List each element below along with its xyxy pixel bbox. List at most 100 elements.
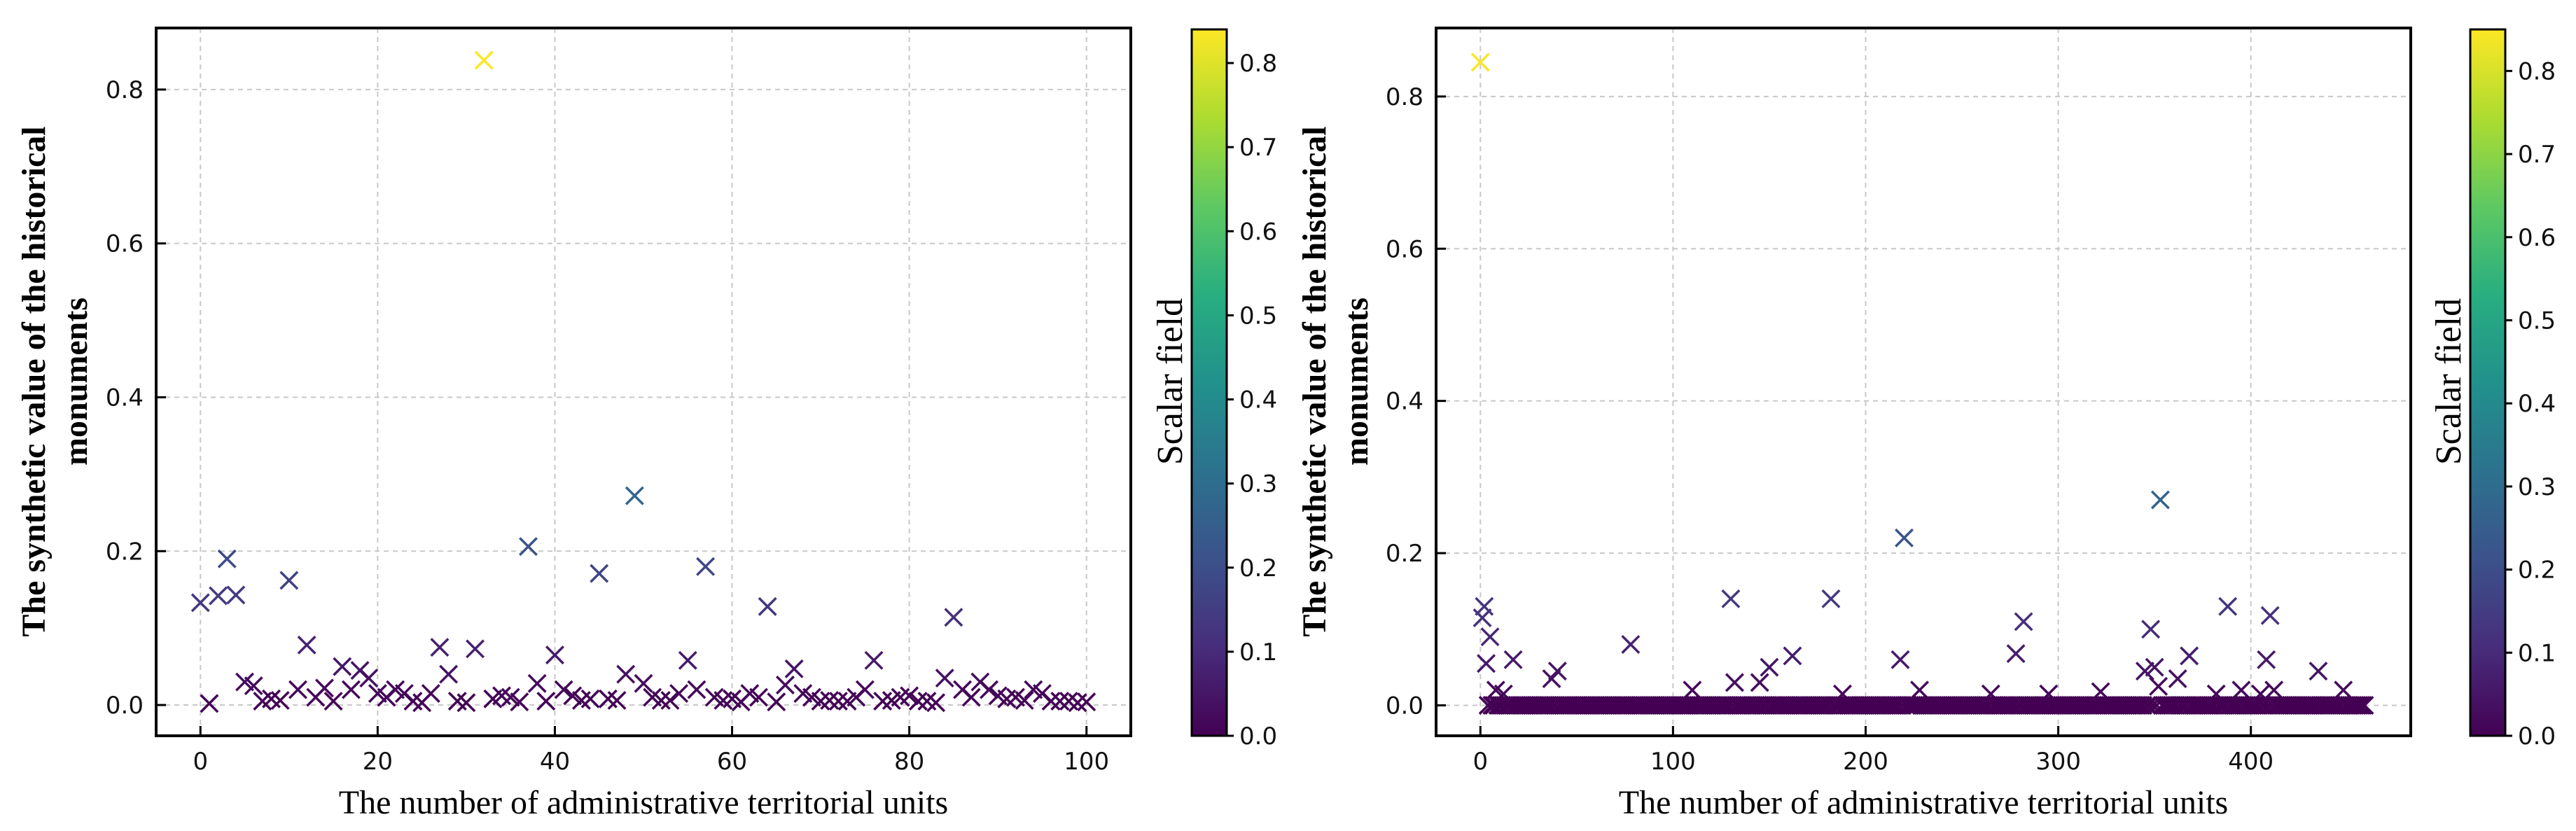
data-point [961, 687, 981, 707]
x-tick-label: 100 [1650, 748, 1696, 776]
data-point [545, 645, 564, 665]
data-point [2149, 676, 2168, 696]
colorbar-tick-label: 0.2 [1239, 554, 1277, 582]
data-point [333, 657, 352, 676]
panel-1-ticks: 0 20 40 60 80 100 0.0 0.2 0.4 0.6 0.8 [106, 76, 1109, 776]
data-point [2006, 644, 2026, 664]
panel-2-points [1470, 53, 2374, 715]
x-tick-label: 60 [717, 748, 747, 776]
data-point [1721, 589, 1741, 608]
data-point [217, 549, 237, 568]
data-point [740, 684, 760, 704]
data-point [767, 692, 786, 712]
data-point [908, 692, 928, 711]
data-point [669, 684, 689, 704]
data-point [510, 692, 529, 712]
colorbar-tick-label: 0.3 [1239, 470, 1277, 498]
data-point [660, 690, 680, 710]
data-point [775, 675, 795, 694]
panel-1-colorbar: 0.0 0.1 0.2 0.3 0.4 0.5 0.6 0.7 0.8 Scalar field [1150, 28, 1277, 750]
data-point [828, 692, 848, 711]
data-point [1895, 528, 1914, 547]
data-point [2351, 696, 2370, 715]
data-point [590, 564, 609, 583]
data-point [226, 585, 246, 605]
data-point [554, 680, 573, 699]
colorbar-tick-label: 0.5 [2518, 307, 2556, 335]
data-point [1477, 654, 1496, 673]
panel-2-y-axis-label-line-1: The synthetic value of the historical [1296, 126, 1333, 636]
data-point [2349, 696, 2369, 715]
data-point [944, 608, 963, 627]
y-tick-label: 0.8 [1386, 83, 1423, 111]
data-point [536, 692, 556, 711]
data-point [2309, 662, 2328, 681]
data-point [2135, 662, 2154, 681]
data-point [980, 680, 999, 699]
data-point [474, 50, 494, 70]
data-point [297, 635, 316, 655]
panel-1-x-axis-label: The number of administrative territorial… [339, 784, 948, 821]
data-point [2257, 650, 2276, 669]
panel-2-colorbar: 0.0 0.1 0.2 0.3 0.4 0.5 0.6 0.7 0.8 Scalar field [2429, 28, 2556, 750]
panel-2-x-axis-label: The number of administrative territorial… [1619, 784, 2228, 821]
data-point [900, 686, 919, 706]
panel-1-colorbar-label: Scalar field [1150, 298, 1190, 465]
colorbar-tick-label: 0.6 [1239, 218, 1277, 246]
data-point [2150, 490, 2170, 510]
y-tick-label: 0.4 [106, 384, 144, 412]
colorbar-tick-label: 0.3 [2518, 473, 2556, 501]
data-point [784, 659, 804, 678]
y-tick-label: 0.0 [106, 692, 144, 720]
data-point [2264, 680, 2284, 700]
data-point [687, 680, 706, 699]
data-point [1050, 692, 1070, 711]
y-tick-label: 0.2 [106, 538, 144, 566]
panel-2-colorbar-label: Scalar field [2429, 298, 2469, 465]
x-tick-label: 80 [894, 748, 924, 776]
y-tick-label: 0.6 [106, 230, 144, 258]
data-point [2218, 596, 2238, 616]
data-point [2168, 669, 2187, 688]
scatter-panel-2: 0 100 200 300 400 0.0 0.2 0.4 0.6 0.8 The number … [1296, 27, 2556, 821]
data-point [1503, 650, 1523, 669]
data-point [2139, 696, 2159, 715]
x-tick-label: 100 [1064, 748, 1109, 776]
data-point [2014, 612, 2033, 631]
data-point [1480, 627, 1500, 647]
data-point [2180, 646, 2199, 666]
data-point [270, 690, 290, 710]
panel-2-grid [1436, 28, 2411, 736]
panel-2-y-axis-label-line-2: monuments [1338, 298, 1375, 466]
y-tick-label: 0.0 [1386, 692, 1423, 720]
data-point [2145, 657, 2164, 677]
data-point [190, 593, 210, 613]
data-point [758, 596, 777, 616]
data-point [1783, 646, 1802, 666]
data-point [678, 650, 697, 670]
data-point [235, 672, 255, 692]
data-point [837, 692, 857, 711]
panel-2-colorbar-gradient [2469, 28, 2507, 737]
panel-2-colorbar-ticks: 0.0 0.1 0.2 0.3 0.4 0.5 0.6 0.7 0.8 [2505, 57, 2556, 750]
panel-1-y-axis-label-line-2: monuments [57, 298, 95, 466]
data-point [2232, 680, 2251, 700]
data-point [421, 684, 440, 704]
data-point [1821, 589, 1841, 608]
colorbar-tick-label: 0.1 [1239, 638, 1277, 666]
data-point [209, 586, 228, 606]
data-point [244, 676, 263, 696]
data-point [314, 678, 334, 698]
x-tick-label: 0 [1473, 748, 1488, 776]
data-point [1547, 662, 1567, 681]
panel-1-y-axis-label-line-1: The synthetic value of the historical [15, 126, 53, 636]
data-point [625, 486, 644, 505]
colorbar-tick-label: 0.7 [1239, 134, 1277, 162]
data-point [501, 687, 520, 707]
data-point [457, 693, 476, 713]
data-point [430, 638, 450, 657]
data-point [341, 680, 361, 699]
panel-1-grid [156, 28, 1131, 736]
panel-1-colorbar-gradient [1190, 28, 1228, 737]
